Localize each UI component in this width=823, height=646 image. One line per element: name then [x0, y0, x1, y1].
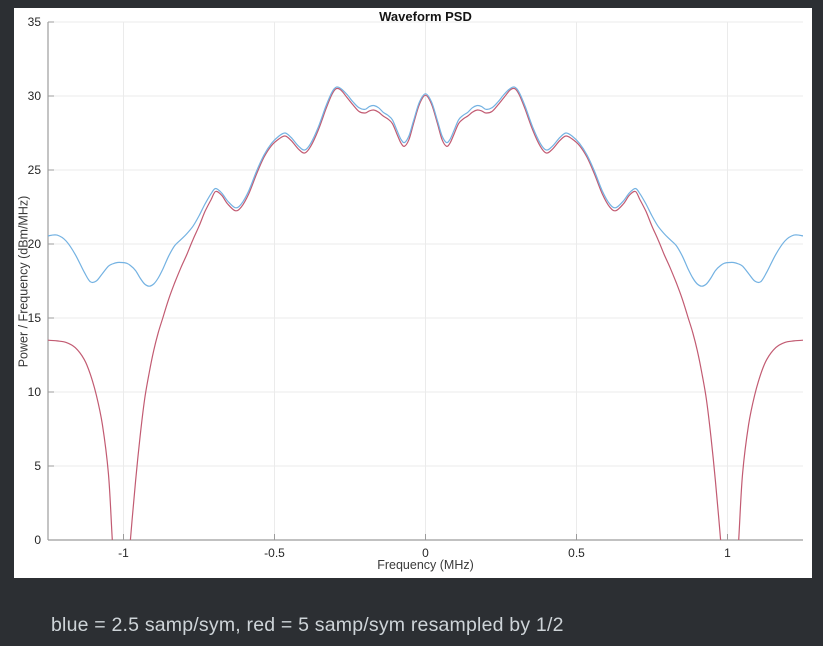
y-tick-label: 20 — [28, 237, 42, 251]
x-tick-label: 0.5 — [568, 546, 585, 560]
y-tick-label: 35 — [28, 15, 42, 29]
x-axis-label: Frequency (MHz) — [377, 558, 474, 572]
y-tick-label: 10 — [28, 385, 42, 399]
y-tick-label: 15 — [28, 311, 42, 325]
y-tick-label: 0 — [34, 533, 41, 547]
x-tick-label: 1 — [724, 546, 731, 560]
y-axis-label: Power / Frequency (dBm/MHz) — [16, 195, 31, 368]
x-tick-label: 0 — [422, 546, 429, 560]
x-tick-label: -1 — [118, 546, 129, 560]
x-tick-label: -0.5 — [264, 546, 285, 560]
matlab-figure: -1 -0.5 0 0.5 1 0 5 10 15 20 25 30 35 Waveform PSD F… — [14, 8, 812, 578]
series-line-blue — [48, 86, 803, 287]
y-tick-label: 25 — [28, 163, 42, 177]
chart-title: Waveform PSD — [379, 9, 472, 24]
y-tick-label: 5 — [34, 459, 41, 473]
caption-text: blue = 2.5 samp/sym, red = 5 samp/sym re… — [51, 614, 564, 636]
y-tick-label: 30 — [28, 89, 42, 103]
series-line-red — [48, 87, 803, 540]
